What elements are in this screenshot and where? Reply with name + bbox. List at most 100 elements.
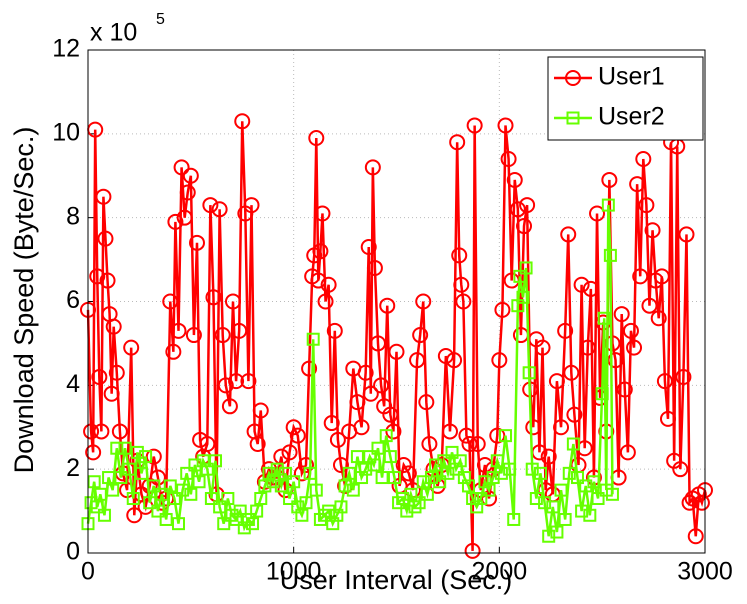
data-point	[441, 466, 455, 480]
data-point	[200, 462, 214, 476]
data-point	[457, 471, 471, 485]
data-point	[105, 318, 122, 335]
data-point	[575, 504, 589, 518]
data-point	[595, 387, 609, 401]
data-point	[626, 339, 643, 356]
data-point	[589, 205, 606, 222]
data-point	[167, 213, 184, 230]
data-point	[482, 483, 496, 497]
data-point	[332, 456, 349, 473]
axes-box	[87, 49, 706, 554]
data-point	[252, 402, 269, 419]
data-point	[601, 171, 618, 188]
data-point	[353, 419, 370, 436]
data-point	[126, 492, 140, 506]
data-point	[607, 352, 624, 369]
data-point	[678, 226, 695, 243]
data-point	[558, 512, 572, 526]
data-point	[449, 462, 463, 476]
data-point	[474, 492, 488, 506]
data-point	[379, 297, 396, 314]
data-point	[529, 492, 543, 506]
data-point	[638, 197, 655, 214]
data-point	[494, 301, 511, 318]
data-point	[441, 423, 458, 440]
data-point	[570, 471, 584, 485]
data-point	[420, 487, 434, 501]
data-point	[458, 427, 475, 444]
data-point	[619, 444, 636, 461]
data-point	[93, 423, 110, 440]
data-point	[310, 272, 327, 289]
data-point	[622, 322, 639, 339]
data-point	[103, 385, 120, 402]
data-point	[540, 448, 557, 465]
data-point	[494, 466, 508, 480]
data-point	[363, 450, 377, 464]
data-point	[285, 419, 302, 436]
data-point	[553, 419, 570, 436]
data-point	[159, 512, 173, 526]
data-point	[675, 368, 692, 385]
data-point	[385, 423, 402, 440]
data-point	[243, 197, 260, 214]
data-point	[519, 197, 536, 214]
data-point	[525, 419, 542, 436]
data-point	[687, 528, 704, 545]
data-point	[329, 431, 346, 448]
data-point	[509, 201, 526, 218]
data-point	[295, 508, 309, 522]
data-point	[597, 311, 611, 325]
data-point	[108, 364, 125, 381]
data-point	[149, 469, 166, 486]
data-point	[97, 230, 114, 247]
data-point	[299, 496, 313, 510]
data-point	[342, 466, 356, 480]
data-point	[613, 306, 630, 323]
data-point	[587, 475, 601, 489]
data-point	[445, 445, 459, 459]
data-point	[506, 171, 523, 188]
data-point	[180, 466, 194, 480]
y-multiplier: x 10	[90, 19, 137, 47]
data-point	[213, 500, 227, 514]
data-point	[453, 454, 467, 468]
data-point	[122, 462, 136, 476]
data-point	[224, 293, 241, 310]
data-point	[225, 508, 239, 522]
data-point	[283, 492, 297, 506]
data-point	[287, 475, 301, 489]
data-point	[554, 483, 568, 497]
data-point	[650, 310, 667, 327]
data-point	[249, 436, 266, 453]
data-point	[231, 322, 248, 339]
data-point	[233, 504, 247, 518]
data-point	[525, 462, 539, 476]
data-point	[653, 268, 670, 285]
data-point	[334, 500, 348, 514]
data-point	[173, 159, 190, 176]
data-point	[323, 415, 340, 432]
data-point	[461, 436, 478, 453]
data-point	[326, 517, 340, 531]
data-point	[326, 322, 343, 339]
data-point	[500, 150, 517, 167]
data-point	[221, 398, 238, 415]
data-point	[176, 483, 190, 497]
y-tick-label: 6	[66, 286, 80, 314]
data-point	[91, 368, 108, 385]
data-point	[522, 366, 536, 380]
data-point	[189, 234, 206, 251]
data-point	[317, 293, 334, 310]
data-point	[90, 500, 104, 514]
data-point	[291, 500, 305, 514]
data-point	[87, 475, 101, 489]
data-point	[644, 222, 661, 239]
data-point	[318, 508, 332, 522]
data-point	[550, 525, 564, 539]
data-point	[499, 429, 513, 443]
data-point	[217, 517, 231, 531]
data-point	[453, 276, 470, 293]
data-point	[143, 496, 157, 510]
data-point	[591, 492, 605, 506]
